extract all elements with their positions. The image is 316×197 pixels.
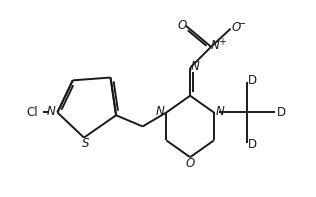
- Text: N: N: [211, 39, 220, 52]
- Text: S: S: [82, 137, 89, 150]
- Text: D: D: [277, 106, 286, 119]
- Text: D: D: [248, 138, 257, 151]
- Text: O: O: [231, 21, 240, 34]
- Text: N: N: [216, 105, 224, 118]
- Text: −: −: [238, 19, 246, 29]
- Text: N: N: [191, 60, 199, 73]
- Text: D: D: [248, 74, 257, 87]
- Text: Cl: Cl: [27, 106, 38, 119]
- Text: N: N: [47, 105, 56, 118]
- Text: O: O: [185, 157, 195, 170]
- Text: N: N: [156, 105, 165, 118]
- Text: +: +: [218, 37, 226, 47]
- Text: O: O: [177, 19, 186, 32]
